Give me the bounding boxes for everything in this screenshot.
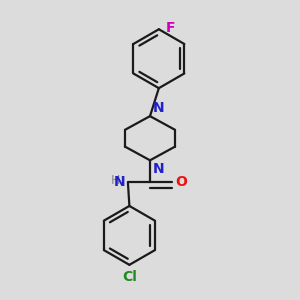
Text: N: N <box>152 101 164 115</box>
Text: O: O <box>176 176 188 189</box>
Text: N: N <box>114 176 126 189</box>
Text: Cl: Cl <box>122 270 137 284</box>
Text: H: H <box>110 173 120 187</box>
Text: F: F <box>166 21 176 35</box>
Text: N: N <box>152 162 164 176</box>
